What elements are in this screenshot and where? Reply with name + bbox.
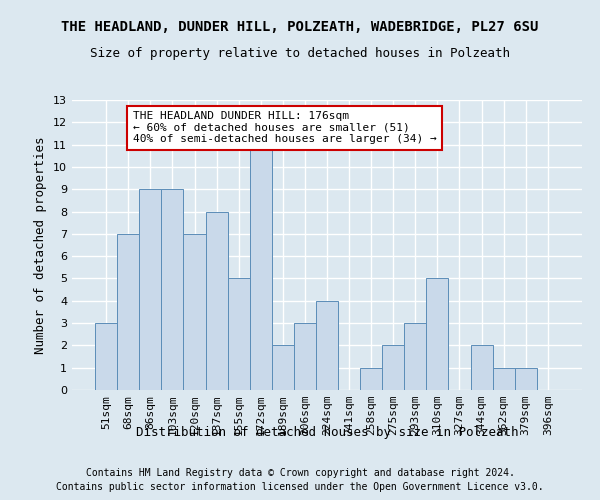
- Bar: [316, 301, 338, 390]
- Bar: [117, 234, 139, 390]
- Bar: [184, 234, 206, 390]
- Text: THE HEADLAND DUNDER HILL: 176sqm
← 60% of detached houses are smaller (51)
40% o: THE HEADLAND DUNDER HILL: 176sqm ← 60% o…: [133, 111, 436, 144]
- Bar: [493, 368, 515, 390]
- Bar: [427, 278, 448, 390]
- Bar: [161, 189, 184, 390]
- Bar: [470, 346, 493, 390]
- Text: Distribution of detached houses by size in Polzeath: Distribution of detached houses by size …: [136, 426, 518, 439]
- Bar: [404, 323, 427, 390]
- Bar: [95, 323, 117, 390]
- Text: Contains public sector information licensed under the Open Government Licence v3: Contains public sector information licen…: [56, 482, 544, 492]
- Bar: [227, 278, 250, 390]
- Bar: [515, 368, 537, 390]
- Bar: [272, 346, 294, 390]
- Text: THE HEADLAND, DUNDER HILL, POLZEATH, WADEBRIDGE, PL27 6SU: THE HEADLAND, DUNDER HILL, POLZEATH, WAD…: [61, 20, 539, 34]
- Y-axis label: Number of detached properties: Number of detached properties: [34, 136, 47, 354]
- Bar: [206, 212, 227, 390]
- Bar: [294, 323, 316, 390]
- Text: Size of property relative to detached houses in Polzeath: Size of property relative to detached ho…: [90, 48, 510, 60]
- Bar: [250, 144, 272, 390]
- Bar: [382, 346, 404, 390]
- Bar: [139, 189, 161, 390]
- Text: Contains HM Land Registry data © Crown copyright and database right 2024.: Contains HM Land Registry data © Crown c…: [86, 468, 514, 477]
- Bar: [360, 368, 382, 390]
